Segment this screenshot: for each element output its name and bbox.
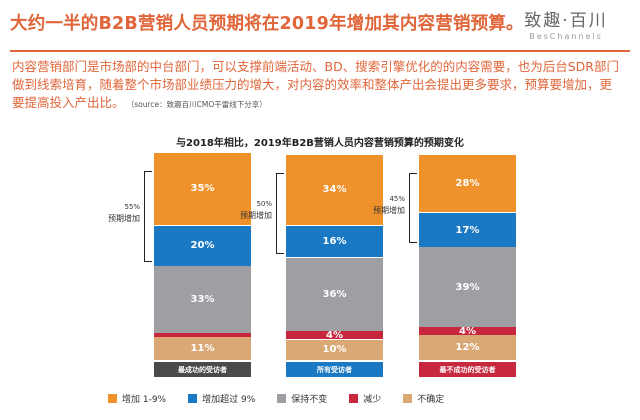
legend-item: 减少 — [349, 392, 381, 405]
bracket-label: 预期增加 — [240, 211, 272, 221]
chart-title: 与2018年相比，2019年B2B营销人员内容营销预算的预期变化 — [176, 138, 464, 149]
bracket-label: 预期增加 — [373, 206, 405, 216]
bracket-percent: 45% — [389, 195, 405, 204]
bar-segment: 36% — [286, 257, 383, 332]
bracket-label: 预期增加 — [108, 214, 140, 224]
data-label: 17% — [455, 224, 480, 236]
intro-paragraph: 内容营销部门是市场部的中台部门，可以支撑前端活动、BD、搜索引擎优化的的内容需要… — [12, 58, 624, 114]
bar-segment: 12% — [419, 335, 516, 360]
legend-swatch — [349, 394, 359, 403]
legend-label: 不确定 — [417, 395, 445, 405]
category-label: 最不成功的受访者 — [419, 362, 516, 377]
data-label: 12% — [455, 342, 480, 354]
source-note: （source：致趣百川CMO干雷线下分享） — [130, 100, 267, 109]
bar-segment: 17% — [419, 212, 516, 248]
category-label: 最成功的受访者 — [154, 362, 251, 377]
legend-swatch — [403, 394, 413, 403]
legend-item: 不确定 — [403, 392, 444, 405]
data-label: 36% — [322, 288, 347, 300]
data-label: 4% — [326, 329, 343, 341]
bar-column: 10% 4% 36% 16% 34% 所有受访者 — [286, 155, 383, 377]
legend-item: 增加 1-9% — [108, 392, 166, 405]
data-label: 39% — [455, 281, 480, 293]
increase-bracket — [409, 173, 417, 244]
legend-item: 增加超过 9% — [188, 392, 255, 405]
bar-segment: 35% — [154, 153, 251, 225]
bar-segment: 10% — [286, 339, 383, 360]
headline: 大约一半的B2B营销人员预期将在2019年增加其内容营销预算。 — [10, 14, 524, 34]
brand-logo: 致趣·百川 BesChannels — [506, 6, 626, 41]
bar-segment: 34% — [286, 155, 383, 225]
data-label: 4% — [459, 325, 476, 337]
data-label: 20% — [190, 240, 215, 252]
category-label: 所有受访者 — [286, 362, 383, 377]
data-label: 28% — [455, 178, 480, 190]
data-label: 16% — [322, 236, 347, 248]
legend-label: 减少 — [363, 395, 382, 405]
bar-segment: 39% — [419, 247, 516, 328]
bar-segment: 4% — [286, 329, 383, 341]
chart-legend: 增加 1-9% 增加超过 9% 保持不变 减少 不确定 — [108, 392, 444, 405]
bar-segment: 20% — [154, 224, 251, 266]
bar-segment: 16% — [286, 224, 383, 258]
legend-label: 增加 1-9% — [122, 395, 167, 405]
legend-label: 增加超过 9% — [202, 395, 256, 405]
brand-name: 致趣·百川 — [524, 11, 608, 31]
data-label: 11% — [190, 343, 215, 355]
data-label: 10% — [322, 344, 347, 356]
bar-segment: 11% — [154, 337, 251, 360]
intro-text: 内容营销部门是市场部的中台部门，可以支撑前端活动、BD、搜索引擎优化的的内容需要… — [12, 59, 619, 110]
legend-label: 保持不变 — [291, 395, 328, 405]
bar-segment: 28% — [419, 155, 516, 213]
increase-bracket — [144, 171, 152, 262]
legend-swatch — [188, 394, 198, 403]
data-label: 33% — [190, 294, 215, 306]
bracket-percent: 55% — [124, 203, 140, 212]
brand-subname: BesChannels — [529, 32, 603, 41]
bar-segment: 4% — [419, 325, 516, 337]
data-label: 34% — [322, 184, 347, 196]
legend-swatch — [108, 394, 117, 403]
increase-bracket — [276, 173, 284, 254]
legend-item: 保持不变 — [277, 392, 327, 405]
data-label: 35% — [190, 183, 215, 195]
bar-segment: 1% — [154, 324, 251, 338]
header-divider — [10, 50, 630, 52]
bar-column: 12% 4% 39% 17% 28% 最不成功的受访者 — [419, 155, 516, 377]
legend-swatch — [277, 394, 287, 403]
bracket-percent: 50% — [256, 200, 272, 209]
bar-segment: 33% — [154, 265, 251, 334]
bar-column: 11% 1% 33% 20% 35% 最成功的受访者 — [154, 153, 251, 377]
